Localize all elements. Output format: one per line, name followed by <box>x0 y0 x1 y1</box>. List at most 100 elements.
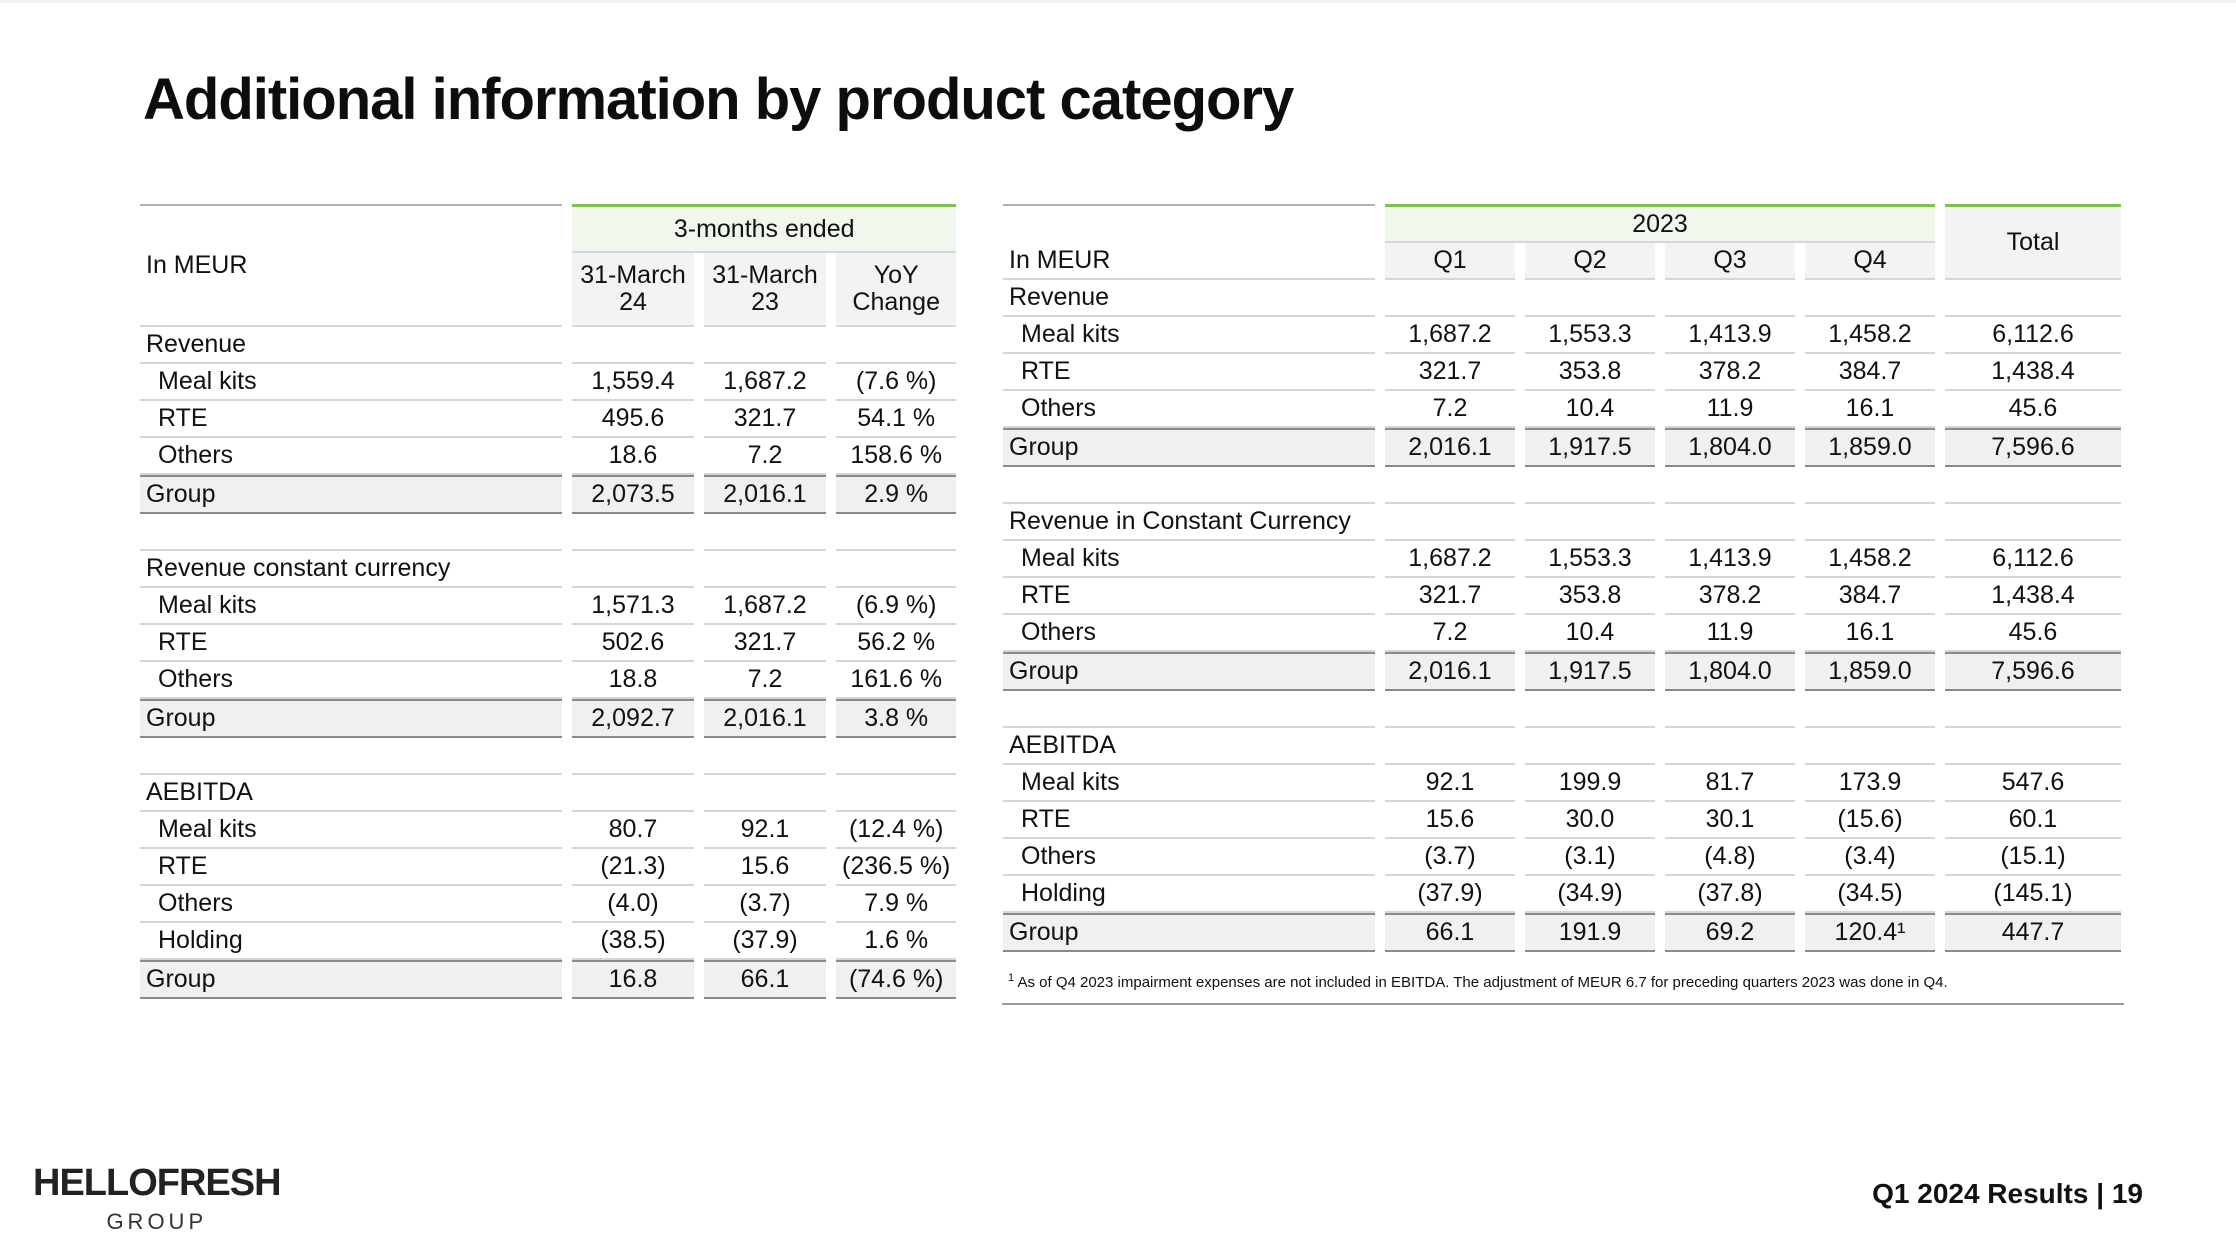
value-cell: 1.6 % <box>836 923 957 960</box>
empty-cell <box>572 775 694 812</box>
total-cell: 547.6 <box>1945 765 2121 802</box>
table-row: RTE (21.3) 15.6 (236.5 %) <box>140 849 957 886</box>
logo-group: GROUP <box>106 1209 208 1234</box>
table-row: Meal kits 92.1 199.9 81.7 173.9 547.6 <box>1003 765 2121 802</box>
group-value: 2.9 % <box>836 475 957 514</box>
spacer-cell <box>140 514 562 551</box>
section-heading-row: Revenue <box>1003 280 2121 317</box>
value-cell: 1,458.2 <box>1805 317 1935 354</box>
row-label: Others <box>140 662 562 699</box>
value-cell: 10.4 <box>1525 391 1655 428</box>
value-cell: 92.1 <box>704 812 826 849</box>
page-title: Additional information by product catego… <box>143 67 1294 132</box>
header-row: In MEUR 3-months ended <box>140 204 957 327</box>
value-cell: 11.9 <box>1665 391 1795 428</box>
table-row: Meal kits 1,687.2 1,553.3 1,413.9 1,458.2 6,1… <box>1003 541 2121 578</box>
value-cell: 384.7 <box>1805 354 1935 391</box>
value-cell: (38.5) <box>572 923 694 960</box>
row-label: Holding <box>1003 876 1375 913</box>
table-row: Others (4.0) (3.7) 7.9 % <box>140 886 957 923</box>
row-label: Meal kits <box>1003 765 1375 802</box>
table-row: Others (3.7) (3.1) (4.8) (3.4) (15.1) <box>1003 839 2121 876</box>
group-value: 3.8 % <box>836 699 957 738</box>
section-heading-row: AEBITDA <box>140 775 957 812</box>
value-cell: (21.3) <box>572 849 694 886</box>
row-label: RTE <box>140 625 562 662</box>
value-cell: 11.9 <box>1665 615 1795 652</box>
total-cell: (145.1) <box>1945 876 2121 913</box>
row-label: Others <box>140 886 562 923</box>
value-cell: (37.9) <box>1385 876 1515 913</box>
total-cell: 45.6 <box>1945 391 2121 428</box>
row-label: Meal kits <box>140 588 562 625</box>
value-cell: 7.9 % <box>836 886 957 923</box>
section-heading: Revenue <box>140 327 562 364</box>
group-value: 2,092.7 <box>572 699 694 738</box>
value-cell: 353.8 <box>1525 354 1655 391</box>
table-row: Others 18.8 7.2 161.6 % <box>140 662 957 699</box>
value-cell: (4.0) <box>572 886 694 923</box>
spacer-cell <box>1945 467 2121 504</box>
row-label: Others <box>1003 615 1375 652</box>
row-label: RTE <box>140 401 562 438</box>
group-value: 191.9 <box>1525 913 1655 952</box>
group-value: 2,073.5 <box>572 475 694 514</box>
value-cell: 495.6 <box>572 401 694 438</box>
value-cell: 1,687.2 <box>704 364 826 401</box>
table-row: RTE 321.7 353.8 378.2 384.7 1,438.4 <box>1003 354 2121 391</box>
spacer-row <box>1003 691 2121 728</box>
quarter-header: Q1 <box>1385 243 1515 280</box>
spacer-cell <box>1525 467 1655 504</box>
value-cell: (4.8) <box>1665 839 1795 876</box>
value-cell: 1,559.4 <box>572 364 694 401</box>
value-cell: (12.4 %) <box>836 812 957 849</box>
value-cell: 1,458.2 <box>1805 541 1935 578</box>
spacer-cell <box>1805 467 1935 504</box>
group-label: Group <box>1003 428 1375 467</box>
group-value: 2,016.1 <box>1385 428 1515 467</box>
empty-cell <box>1945 728 2121 765</box>
group-row: Group 2,092.7 2,016.1 3.8 % <box>140 699 957 738</box>
value-cell: 384.7 <box>1805 578 1935 615</box>
row-label: Others <box>140 438 562 475</box>
empty-cell <box>1525 728 1655 765</box>
row-label: Others <box>1003 839 1375 876</box>
row-label: RTE <box>1003 354 1375 391</box>
row-label: Others <box>1003 391 1375 428</box>
group-total: 7,596.6 <box>1945 652 2121 691</box>
group-label: Group <box>140 960 562 999</box>
value-cell: 80.7 <box>572 812 694 849</box>
value-cell: 1,571.3 <box>572 588 694 625</box>
header-row: 2023 Total <box>1003 204 2121 280</box>
empty-cell <box>1805 728 1935 765</box>
group-row: Group 2,016.1 1,917.5 1,804.0 1,859.0 7,596.6 <box>1003 652 2121 691</box>
group-value: 2,016.1 <box>704 475 826 514</box>
group-label: Group <box>140 475 562 514</box>
empty-cell <box>1525 504 1655 541</box>
spacer-cell <box>1003 691 1375 728</box>
spacer-cell <box>1665 467 1795 504</box>
spacer-cell <box>1385 691 1515 728</box>
footnote-marker: 1 <box>1008 972 1015 984</box>
value-cell: 1,687.2 <box>1385 317 1515 354</box>
value-cell: (37.8) <box>1665 876 1795 913</box>
column-header: YoY Change <box>836 253 957 327</box>
total-cell: (15.1) <box>1945 839 2121 876</box>
value-cell: (3.4) <box>1805 839 1935 876</box>
value-cell: 7.2 <box>704 662 826 699</box>
total-cell: 6,112.6 <box>1945 317 2121 354</box>
spacer-cell <box>836 514 957 551</box>
right-table: 2023 Total In MEUR Q1 Q2 Q3 Q4 Revenue Meal kits… <box>993 204 2131 952</box>
group-value: 1,804.0 <box>1665 652 1795 691</box>
spacer-row <box>140 514 957 551</box>
spacer-cell <box>572 514 694 551</box>
group-row: Group 66.1 191.9 69.2 120.4¹ 447.7 <box>1003 913 2121 952</box>
table-row: RTE 495.6 321.7 54.1 % <box>140 401 957 438</box>
value-cell: 16.1 <box>1805 615 1935 652</box>
group-row: Group 16.8 66.1 (74.6 %) <box>140 960 957 999</box>
empty-cell <box>572 551 694 588</box>
value-cell: (3.7) <box>1385 839 1515 876</box>
section-heading: Revenue <box>1003 280 1375 317</box>
value-cell: 92.1 <box>1385 765 1515 802</box>
left-table: In MEUR 3-months ended 31-March 24 31-March… <box>130 204 966 999</box>
